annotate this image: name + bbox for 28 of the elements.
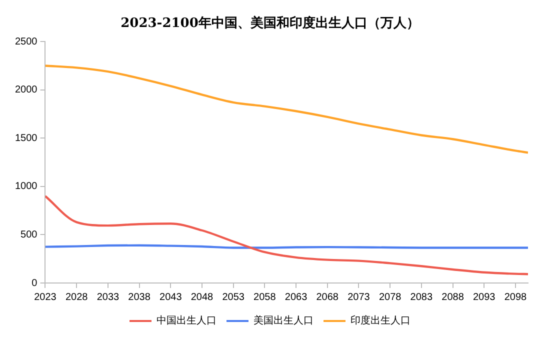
x-tick-label: 2093 [472, 292, 496, 303]
chart-title: 2023-2100年中国、美国和印度出生人口（万人） [120, 15, 420, 32]
line-series [45, 64, 528, 154]
x-tick-label: 2033 [96, 292, 120, 303]
y-tick-label: 500 [20, 229, 38, 240]
x-tick-label: 2028 [65, 292, 88, 303]
x-tick-label: 2083 [410, 292, 433, 303]
x-tick-label: 2063 [284, 292, 308, 303]
x-tick-label: 2048 [190, 292, 214, 303]
legend-label: 印度出生人口 [350, 314, 410, 327]
legend-label: 美国出生人口 [254, 314, 314, 327]
x-tick-label: 2073 [348, 292, 370, 303]
x-tick-label: 2023 [34, 292, 57, 303]
y-tick-label: 1500 [14, 132, 38, 144]
legend-label: 中国出生人口 [156, 314, 216, 327]
x-tick-label: 2098 [504, 292, 528, 303]
y-tick-label: 2500 [14, 36, 38, 48]
x-tick-label: 2043 [160, 292, 182, 303]
x-tick-label: 2088 [442, 292, 464, 303]
y-tick-label: 1000 [14, 181, 38, 192]
x-tick-label: 2038 [128, 292, 151, 303]
x-tick-label: 2078 [378, 292, 402, 303]
x-tick-label: 2068 [316, 292, 339, 303]
line-series [45, 194, 528, 276]
y-tick-label: 2000 [14, 84, 38, 96]
x-tick-label: 2058 [254, 292, 276, 303]
y-tick-label: 0 [32, 278, 38, 289]
x-tick-label: 2053 [222, 292, 245, 303]
